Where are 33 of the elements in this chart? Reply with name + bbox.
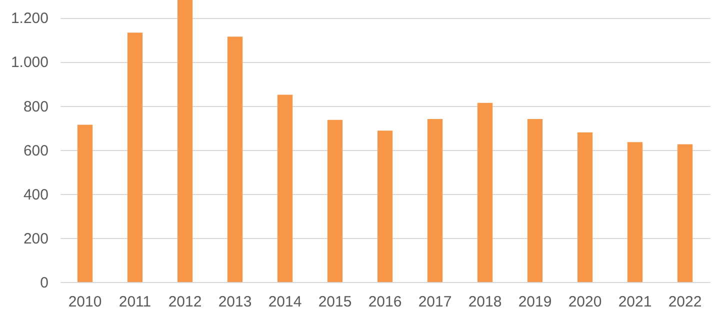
x-tick-label: 2019 xyxy=(518,294,552,310)
x-tick-label: 2012 xyxy=(168,294,202,310)
bar xyxy=(527,118,543,282)
y-tick-label: 400 xyxy=(23,186,48,204)
x-tick-label: 2021 xyxy=(618,294,652,310)
bar xyxy=(627,142,643,282)
y-tick-label: 800 xyxy=(23,98,48,116)
x-tick-label: 2020 xyxy=(568,294,602,310)
x-tick-label: 2011 xyxy=(118,294,152,310)
x-tick-label: 2013 xyxy=(218,294,252,310)
bar xyxy=(277,94,293,282)
bar xyxy=(427,118,443,282)
bar xyxy=(77,124,93,282)
bar xyxy=(127,32,143,282)
bar xyxy=(227,36,243,282)
x-tick-label: 2022 xyxy=(668,294,702,310)
bar xyxy=(177,0,193,282)
bar xyxy=(327,120,343,282)
bar xyxy=(477,102,493,282)
bar xyxy=(377,130,393,282)
bar xyxy=(677,144,693,282)
x-tick-label: 2010 xyxy=(68,294,102,310)
y-tick-label: 1.200 xyxy=(10,10,48,28)
x-tick-label: 2015 xyxy=(318,294,352,310)
y-tick-label: 0 xyxy=(40,274,48,292)
x-tick-label: 2018 xyxy=(468,294,502,310)
y-tick-label: 1.000 xyxy=(10,54,48,72)
x-tick-label: 2014 xyxy=(268,294,302,310)
x-tick-label: 2016 xyxy=(368,294,402,310)
bar xyxy=(577,132,593,282)
x-tick-label: 2017 xyxy=(418,294,452,310)
y-tick-label: 600 xyxy=(23,142,48,160)
y-tick-label: 200 xyxy=(23,230,48,248)
